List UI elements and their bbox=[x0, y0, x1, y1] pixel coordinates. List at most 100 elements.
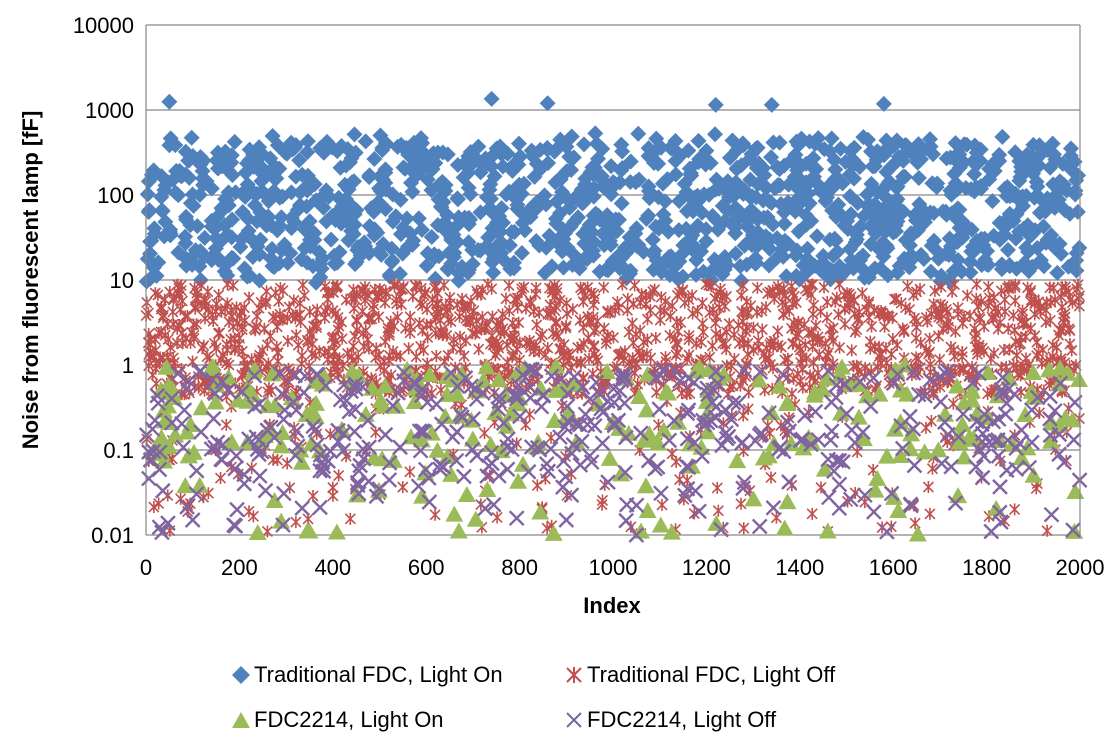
data-point bbox=[865, 320, 878, 333]
data-point bbox=[866, 481, 885, 498]
data-point bbox=[417, 344, 430, 357]
x-tick-label: 600 bbox=[408, 555, 445, 580]
data-point bbox=[616, 278, 628, 291]
data-point bbox=[1042, 411, 1058, 427]
data-point bbox=[929, 441, 948, 458]
data-point bbox=[505, 260, 522, 277]
data-point bbox=[787, 247, 804, 264]
data-point bbox=[621, 265, 638, 282]
data-point bbox=[370, 193, 387, 210]
data-point bbox=[601, 232, 618, 249]
data-point bbox=[1064, 293, 1076, 306]
data-point bbox=[823, 130, 840, 147]
data-point bbox=[994, 369, 1011, 386]
data-point bbox=[271, 365, 288, 382]
data-point bbox=[140, 173, 157, 190]
data-point bbox=[650, 155, 667, 172]
data-point bbox=[576, 284, 588, 297]
data-point bbox=[1042, 388, 1058, 405]
data-point bbox=[932, 330, 945, 343]
data-point bbox=[1021, 459, 1038, 476]
data-point bbox=[307, 337, 319, 350]
data-point bbox=[360, 324, 372, 337]
data-point bbox=[189, 218, 206, 235]
data-point bbox=[902, 280, 914, 293]
data-point bbox=[432, 461, 448, 478]
data-point bbox=[666, 447, 678, 460]
data-point bbox=[656, 498, 668, 511]
data-point bbox=[141, 470, 157, 487]
data-point bbox=[768, 250, 785, 267]
data-point bbox=[764, 285, 776, 298]
data-point bbox=[154, 524, 170, 541]
data-point bbox=[968, 179, 985, 196]
data-point bbox=[1046, 146, 1063, 163]
data-point bbox=[351, 462, 367, 479]
data-point bbox=[653, 485, 669, 502]
data-point bbox=[304, 305, 316, 318]
data-point bbox=[561, 307, 573, 320]
data-point bbox=[512, 408, 528, 425]
diamond-marker-icon bbox=[232, 666, 250, 684]
data-point bbox=[308, 192, 325, 209]
data-point bbox=[807, 278, 819, 291]
data-point bbox=[477, 358, 496, 375]
data-point bbox=[1056, 454, 1072, 471]
data-point bbox=[196, 248, 213, 265]
data-point bbox=[501, 237, 518, 254]
data-point bbox=[351, 286, 363, 299]
data-point bbox=[817, 369, 836, 386]
data-point bbox=[453, 310, 466, 323]
data-point bbox=[139, 186, 156, 203]
data-point bbox=[179, 447, 198, 464]
data-point bbox=[574, 356, 587, 369]
data-point bbox=[213, 200, 230, 217]
data-point bbox=[404, 310, 416, 323]
data-point bbox=[780, 235, 797, 252]
data-point bbox=[286, 139, 303, 156]
data-point bbox=[417, 461, 434, 478]
data-point bbox=[960, 428, 979, 445]
x-tick-label: 1000 bbox=[589, 555, 638, 580]
data-point bbox=[723, 317, 735, 330]
data-point bbox=[327, 481, 339, 494]
data-point bbox=[650, 220, 667, 237]
data-point bbox=[152, 428, 171, 445]
data-point bbox=[883, 485, 900, 502]
data-point bbox=[924, 175, 941, 192]
data-point bbox=[906, 457, 923, 474]
data-point bbox=[248, 429, 265, 445]
data-point bbox=[471, 314, 483, 327]
data-point bbox=[346, 206, 363, 223]
data-point bbox=[172, 286, 184, 299]
data-point bbox=[795, 257, 812, 274]
data-point bbox=[166, 426, 185, 443]
data-point bbox=[839, 221, 856, 238]
data-point bbox=[489, 239, 506, 256]
data-point bbox=[751, 518, 768, 535]
data-point bbox=[506, 157, 523, 174]
data-point bbox=[438, 355, 451, 368]
data-point bbox=[170, 244, 187, 261]
data-point bbox=[301, 334, 314, 347]
data-point bbox=[612, 465, 631, 482]
data-point bbox=[948, 210, 965, 227]
data-point bbox=[234, 332, 246, 345]
data-point bbox=[630, 387, 649, 404]
data-point bbox=[1051, 235, 1068, 252]
data-point bbox=[875, 248, 892, 265]
data-point bbox=[691, 503, 707, 520]
data-point bbox=[333, 421, 352, 438]
data-point bbox=[735, 289, 747, 302]
data-point bbox=[678, 184, 695, 201]
legend-item-series-4: FDC2214, Light Off bbox=[563, 707, 776, 733]
data-point bbox=[781, 474, 797, 490]
legend-item-series-3: FDC2214, Light On bbox=[230, 707, 444, 733]
data-point bbox=[807, 332, 819, 345]
data-point bbox=[465, 295, 477, 308]
data-point bbox=[637, 401, 656, 418]
data-point bbox=[340, 232, 357, 249]
data-point bbox=[1033, 346, 1045, 359]
data-point bbox=[426, 246, 443, 263]
data-point bbox=[800, 352, 813, 365]
